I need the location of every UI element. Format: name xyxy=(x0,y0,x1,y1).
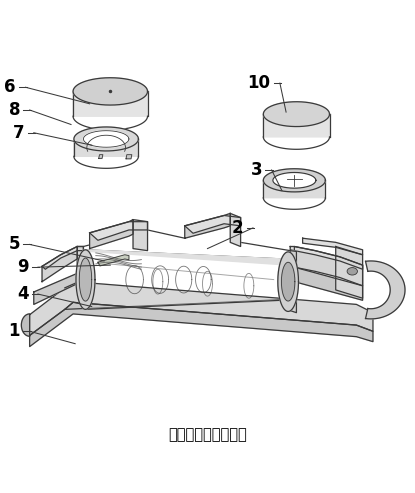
Polygon shape xyxy=(73,78,147,105)
Polygon shape xyxy=(34,274,77,304)
Polygon shape xyxy=(336,246,363,298)
Polygon shape xyxy=(90,222,147,240)
Polygon shape xyxy=(98,255,129,266)
Polygon shape xyxy=(290,250,296,313)
Polygon shape xyxy=(77,246,83,284)
Polygon shape xyxy=(281,262,295,301)
Polygon shape xyxy=(76,250,95,310)
Polygon shape xyxy=(126,155,132,159)
Polygon shape xyxy=(99,155,103,158)
Polygon shape xyxy=(294,246,363,286)
Polygon shape xyxy=(74,127,139,151)
Polygon shape xyxy=(133,219,147,250)
Polygon shape xyxy=(303,238,363,255)
Polygon shape xyxy=(230,213,241,246)
Text: 10: 10 xyxy=(247,74,270,92)
Polygon shape xyxy=(42,246,83,269)
Polygon shape xyxy=(294,267,363,300)
Polygon shape xyxy=(278,252,298,312)
Polygon shape xyxy=(185,215,241,233)
Polygon shape xyxy=(264,102,330,127)
Text: 4: 4 xyxy=(17,285,28,303)
Polygon shape xyxy=(42,246,77,282)
Polygon shape xyxy=(29,282,373,335)
Polygon shape xyxy=(85,250,288,265)
Polygon shape xyxy=(273,173,316,188)
Text: 5: 5 xyxy=(9,236,20,253)
Polygon shape xyxy=(73,91,147,116)
Text: 7: 7 xyxy=(12,124,24,142)
Text: 2: 2 xyxy=(232,219,244,237)
Polygon shape xyxy=(74,139,139,156)
Polygon shape xyxy=(366,261,405,319)
Text: 本发明的分解示意图: 本发明的分解示意图 xyxy=(168,427,247,442)
Polygon shape xyxy=(29,302,373,347)
Text: 9: 9 xyxy=(17,258,28,276)
Polygon shape xyxy=(290,246,363,269)
Polygon shape xyxy=(264,169,325,192)
Polygon shape xyxy=(79,258,92,301)
Ellipse shape xyxy=(347,268,357,275)
Text: 6: 6 xyxy=(5,78,16,96)
Text: 8: 8 xyxy=(9,101,20,119)
Text: 1: 1 xyxy=(9,322,20,340)
Polygon shape xyxy=(22,314,29,336)
Polygon shape xyxy=(185,213,230,238)
Polygon shape xyxy=(264,180,325,198)
Text: 3: 3 xyxy=(251,161,262,179)
Polygon shape xyxy=(83,131,129,147)
Polygon shape xyxy=(264,114,330,137)
Polygon shape xyxy=(90,219,133,248)
